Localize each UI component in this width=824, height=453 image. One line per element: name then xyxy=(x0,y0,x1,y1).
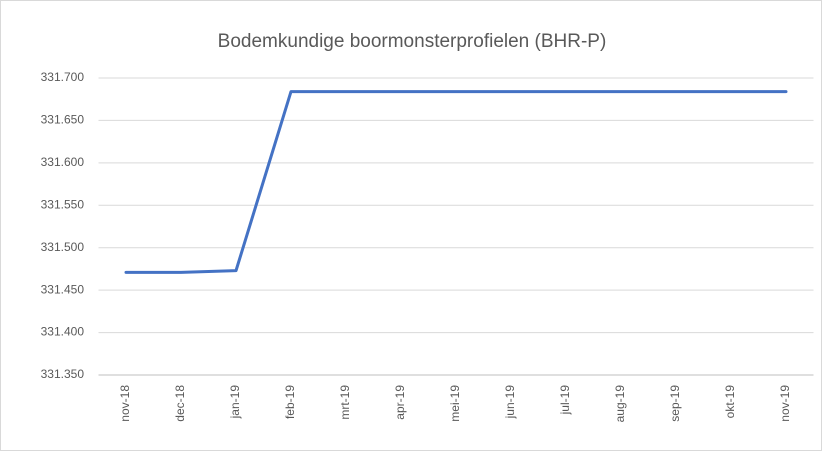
x-tick-label: jul-19 xyxy=(558,385,572,416)
x-tick-label: feb-19 xyxy=(283,385,297,419)
y-tick-label: 331.650 xyxy=(41,113,85,127)
line-series xyxy=(124,90,788,274)
y-tick-label: 331.450 xyxy=(41,282,85,296)
y-tick-label: 331.500 xyxy=(41,240,85,254)
x-tick-label: nov-19 xyxy=(778,385,792,422)
x-tick-label: nov-18 xyxy=(118,385,132,422)
y-tick-label: 331.700 xyxy=(41,70,85,84)
x-tick-label: sep-19 xyxy=(668,385,682,422)
x-tick-label: jun-19 xyxy=(503,385,517,420)
y-tick-label: 331.600 xyxy=(41,155,85,169)
x-tick-label: aug-19 xyxy=(613,385,627,423)
x-tick-label: mei-19 xyxy=(448,385,462,422)
y-tick-label: 331.400 xyxy=(41,325,85,339)
x-tick-label: mrt-19 xyxy=(338,385,352,420)
x-tick-label: jan-19 xyxy=(228,385,242,420)
x-tick-label: apr-19 xyxy=(393,385,407,420)
y-tick-label: 331.550 xyxy=(41,197,85,211)
chart-title: Bodemkundige boormonsterprofielen (BHR-P… xyxy=(218,31,607,52)
y-tick-label: 331.350 xyxy=(41,367,85,381)
x-tick-label: dec-18 xyxy=(173,385,187,422)
x-tick-label: okt-19 xyxy=(723,385,737,419)
